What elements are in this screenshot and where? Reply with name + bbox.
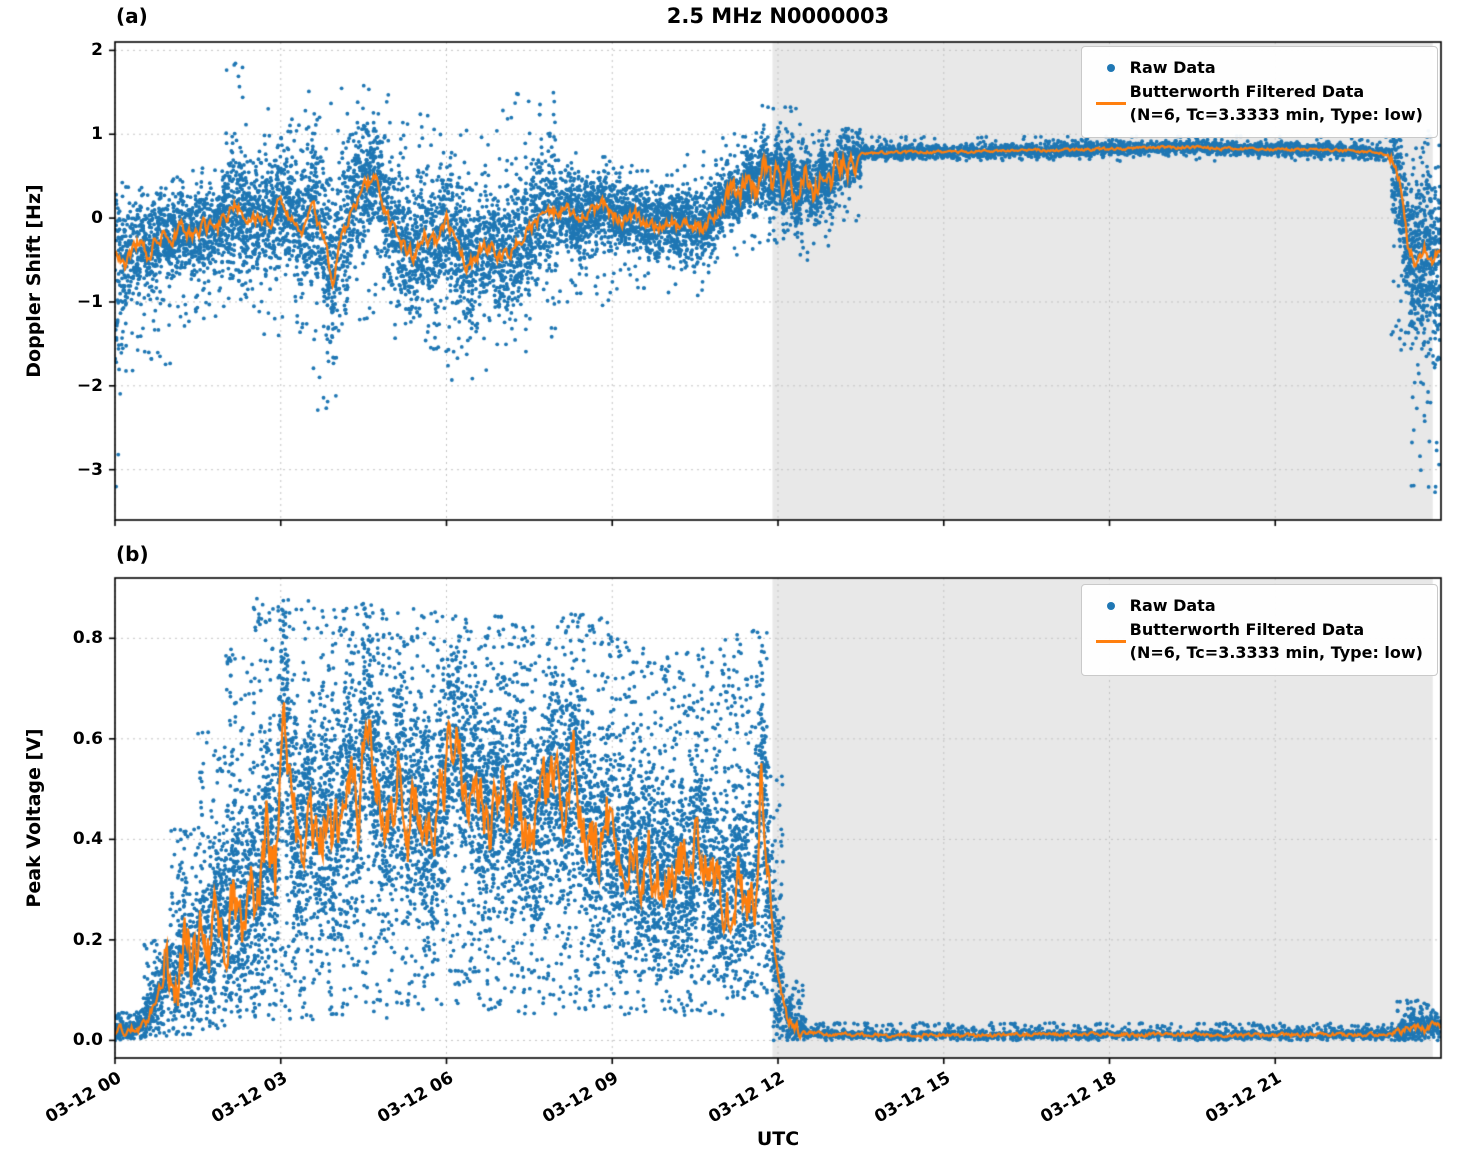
x-axis-label: UTC <box>756 1128 800 1150</box>
y-tick-label: 0.0 <box>72 1030 103 1051</box>
y-tick-label: 0 <box>91 208 103 229</box>
legend-entry-raw: Raw Data <box>1092 58 1423 77</box>
legend-panel-a: Raw Data Butterworth Filtered Data (N=6,… <box>1080 46 1438 138</box>
raw-data-marker-icon <box>1092 63 1130 72</box>
legend-filtered-text: Butterworth Filtered Data (N=6, Tc=3.333… <box>1130 80 1423 126</box>
y-tick-label: −2 <box>76 375 103 396</box>
line-icon <box>1095 639 1126 643</box>
y-tick-label: 0.8 <box>72 628 103 649</box>
y-tick-label: −1 <box>76 291 103 312</box>
legend-raw-label: Raw Data <box>1129 58 1216 77</box>
legend-entry-filtered: Butterworth Filtered Data (N=6, Tc=3.333… <box>1092 618 1423 664</box>
legend-entry-raw: Raw Data <box>1092 596 1423 615</box>
line-icon <box>1095 101 1126 105</box>
legend-filtered-label: Butterworth Filtered Data <box>1129 620 1365 639</box>
panel-b-label: (b) <box>116 542 149 566</box>
legend-filtered-sublabel: (N=6, Tc=3.3333 min, Type: low) <box>1129 643 1423 662</box>
y-tick-label: −3 <box>76 459 103 480</box>
y-tick-label: 1 <box>91 124 103 145</box>
y-tick-label: 0.2 <box>72 929 103 950</box>
raw-data-marker-icon <box>1092 601 1130 610</box>
y-tick-label: 0.4 <box>72 829 103 850</box>
dot-icon <box>1106 601 1115 610</box>
legend-filtered-text: Butterworth Filtered Data (N=6, Tc=3.333… <box>1130 618 1423 664</box>
filtered-data-marker-icon <box>1092 101 1130 105</box>
dot-icon <box>1106 63 1115 72</box>
legend-raw-label: Raw Data <box>1129 596 1216 615</box>
legend-panel-b: Raw Data Butterworth Filtered Data (N=6,… <box>1080 584 1438 676</box>
legend-filtered-label: Butterworth Filtered Data <box>1129 82 1365 101</box>
y-tick-label: 0.6 <box>72 728 103 749</box>
filtered-data-marker-icon <box>1092 639 1130 643</box>
y-axis-label-voltage: Peak Voltage [V] <box>23 728 45 908</box>
legend-filtered-sublabel: (N=6, Tc=3.3333 min, Type: low) <box>1129 105 1423 124</box>
legend-entry-filtered: Butterworth Filtered Data (N=6, Tc=3.333… <box>1092 80 1423 126</box>
y-tick-label: 2 <box>91 40 103 61</box>
panel-a-label: (a) <box>116 4 148 28</box>
figure-title: 2.5 MHz N0000003 <box>666 4 890 28</box>
